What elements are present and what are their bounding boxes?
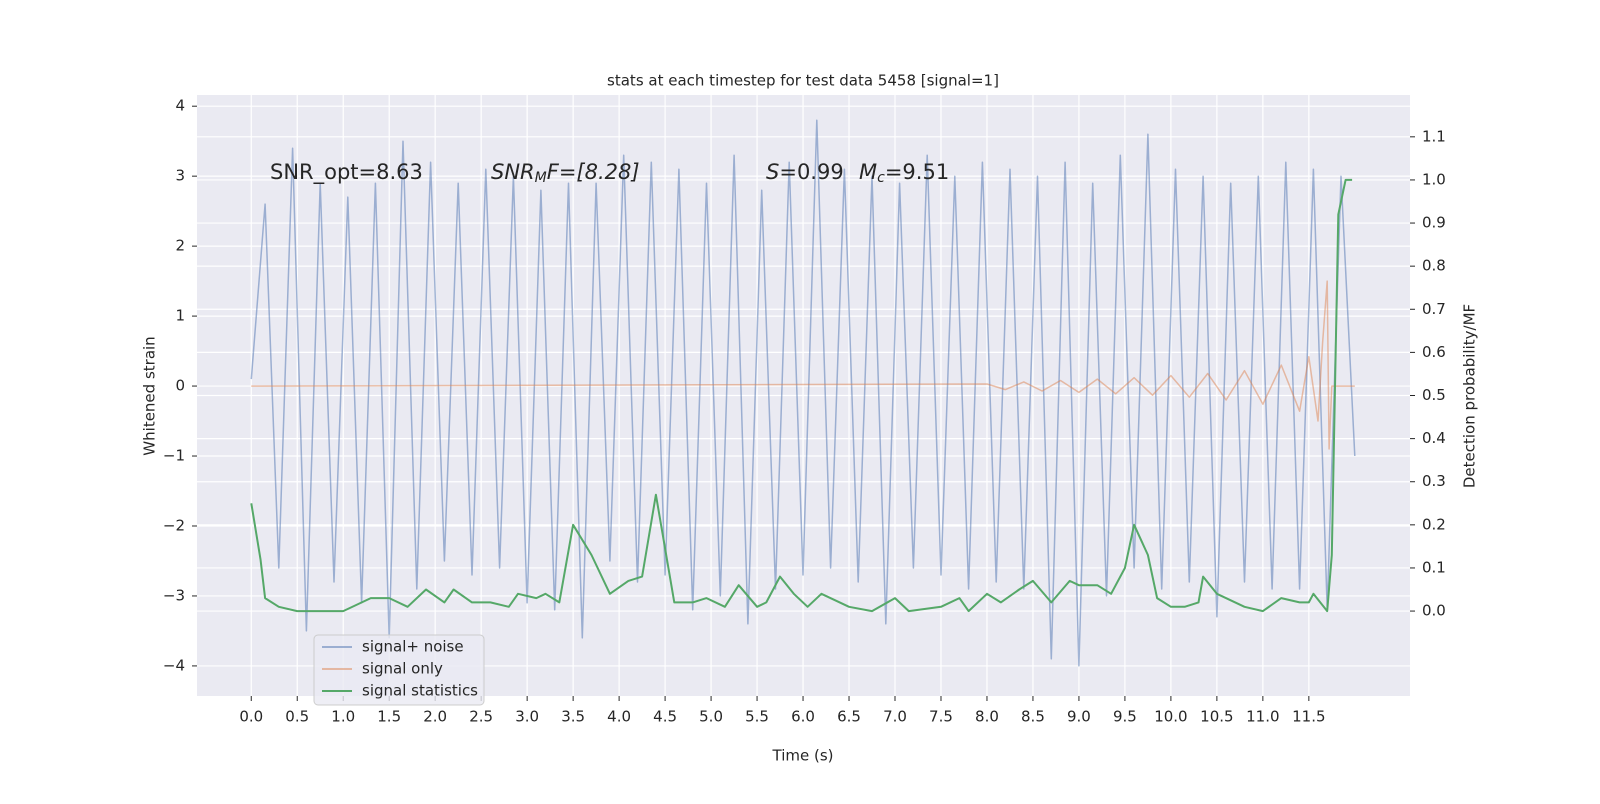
x-tick-label: 1.0 bbox=[331, 708, 355, 726]
x-tick-label: 5.5 bbox=[745, 708, 769, 726]
x-tick-label: 4.0 bbox=[607, 708, 631, 726]
annotation-part: F=[8.28] bbox=[547, 160, 640, 184]
y-axis-label: Whitened strain bbox=[141, 336, 159, 455]
x-tick-label: 7.5 bbox=[929, 708, 953, 726]
y2-tick-label: 0.3 bbox=[1422, 472, 1446, 490]
grid bbox=[197, 95, 1410, 696]
x-tick-label: 3.0 bbox=[515, 708, 539, 726]
annotation-part: M bbox=[535, 170, 547, 186]
y2-tick-label: 0.9 bbox=[1422, 214, 1446, 232]
x-tick-label: 6.5 bbox=[837, 708, 861, 726]
legend-box bbox=[313, 634, 485, 706]
legend-label: signal only bbox=[362, 660, 443, 678]
legend-label: signal+ noise bbox=[362, 638, 464, 656]
legend-label: signal statistics bbox=[362, 682, 478, 700]
x-tick-label: 6.0 bbox=[791, 708, 815, 726]
annotation: S=0.99 bbox=[766, 160, 844, 184]
y2-tick-label: 0.6 bbox=[1422, 343, 1446, 361]
y2-tick-label: 0.5 bbox=[1422, 386, 1446, 404]
x-tick-label: 8.5 bbox=[1021, 708, 1045, 726]
x-tick-label: 10.5 bbox=[1200, 708, 1233, 726]
y2-tick-label: 1.0 bbox=[1422, 170, 1446, 188]
x-tick-label: 5.0 bbox=[699, 708, 723, 726]
x-tick-label: 2.5 bbox=[469, 708, 493, 726]
y-tick-label: −1 bbox=[163, 447, 185, 465]
y2-tick-label: 0.1 bbox=[1422, 558, 1446, 576]
x-axis-label: Time (s) bbox=[772, 747, 834, 765]
series-line bbox=[250, 119, 1356, 667]
y-tick-label: 3 bbox=[175, 167, 185, 185]
y-tick-label: −2 bbox=[163, 516, 185, 534]
x-tick-label: 9.0 bbox=[1067, 708, 1091, 726]
y-tick-label: 1 bbox=[175, 307, 185, 325]
x-tick-label: 10.0 bbox=[1154, 708, 1187, 726]
y2-tick-label: 0.4 bbox=[1422, 429, 1446, 447]
y2-axis-label: Detection probability/MF bbox=[1461, 304, 1479, 488]
x-tick-label: 8.0 bbox=[975, 708, 999, 726]
x-tick-label: 0.0 bbox=[239, 708, 263, 726]
y-tick-label: −3 bbox=[163, 586, 185, 604]
annotation-part: SNR_opt=8.63 bbox=[270, 160, 423, 185]
annotation-part: =0.99 bbox=[779, 160, 843, 184]
x-tick-label: 7.0 bbox=[883, 708, 907, 726]
chart-title: stats at each timestep for test data 545… bbox=[607, 72, 999, 90]
y-tick-label: 2 bbox=[175, 237, 185, 255]
annotation: SNRMF=[8.28] bbox=[491, 160, 640, 186]
y2-tick-label: 0.8 bbox=[1422, 257, 1446, 275]
x-tick-label: 4.5 bbox=[653, 708, 677, 726]
y2-tick-label: 0.0 bbox=[1422, 602, 1446, 620]
y-tick-label: −4 bbox=[163, 656, 185, 674]
series-line bbox=[250, 178, 1353, 613]
annotation-part: =9.51 bbox=[885, 160, 949, 184]
series-line bbox=[251, 280, 1355, 450]
x-tick-label: 11.0 bbox=[1246, 708, 1279, 726]
y-tick-label: 0 bbox=[175, 377, 185, 395]
x-tick-label: 1.5 bbox=[377, 708, 401, 726]
x-tick-label: 9.5 bbox=[1113, 708, 1137, 726]
x-tick-label: 11.5 bbox=[1292, 708, 1325, 726]
annotation-part: c bbox=[877, 170, 885, 186]
annotation: SNR_opt=8.63 bbox=[270, 160, 423, 185]
annotation-part: M bbox=[859, 160, 877, 184]
annotation-part: S bbox=[766, 160, 779, 184]
x-tick-label: 0.5 bbox=[285, 708, 309, 726]
annotation: Mc=9.51 bbox=[859, 160, 949, 186]
x-tick-label: 2.0 bbox=[423, 708, 447, 726]
y2-tick-label: 1.1 bbox=[1422, 127, 1446, 145]
annotation-part: SNR bbox=[491, 160, 535, 184]
x-tick-label: 3.5 bbox=[561, 708, 585, 726]
y-tick-label: 4 bbox=[175, 97, 185, 115]
y2-tick-label: 0.2 bbox=[1422, 515, 1446, 533]
y2-tick-label: 0.7 bbox=[1422, 300, 1446, 318]
